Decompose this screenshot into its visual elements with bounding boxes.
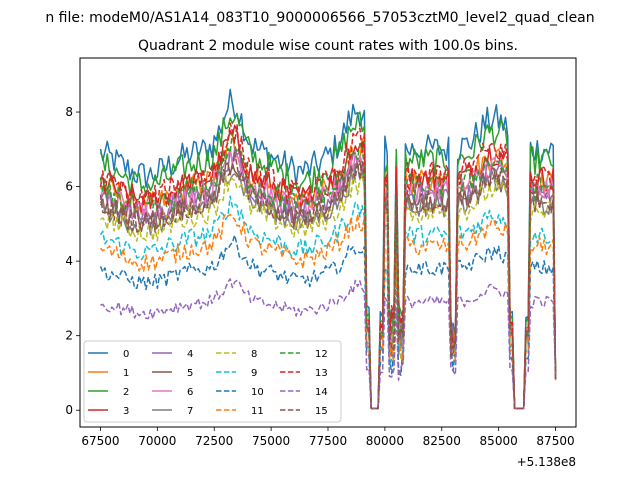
legend-label-5: 5 — [187, 368, 193, 379]
legend-label-0: 0 — [123, 349, 129, 360]
chart-suptitle: n file: modeM0/AS1A14_083T10_9000006566_… — [45, 10, 594, 26]
legend-label-8: 8 — [251, 349, 257, 360]
legend-label-7: 7 — [187, 406, 193, 417]
x-offset-label: +5.138e8 — [517, 455, 576, 469]
legend-label-4: 4 — [187, 349, 193, 360]
x-tick-label: 72500 — [195, 434, 233, 448]
legend-label-15: 15 — [315, 406, 328, 417]
x-tick-label: 80000 — [366, 434, 404, 448]
series-line-14 — [100, 278, 557, 410]
x-tick-label: 75000 — [252, 434, 290, 448]
legend-frame — [83, 340, 342, 423]
series-line-2 — [99, 111, 557, 410]
legend-label-13: 13 — [315, 368, 328, 379]
chart-title: Quadrant 2 module wise count rates with … — [138, 38, 518, 54]
x-tick-label: 70000 — [138, 434, 176, 448]
series-line-15 — [99, 151, 557, 410]
x-tick-label: 85000 — [480, 434, 518, 448]
y-axis: 0 2 4 6 8 — [65, 105, 80, 417]
series-line-6 — [99, 148, 557, 410]
legend-label-9: 9 — [251, 368, 257, 379]
legend-label-2: 2 — [123, 387, 129, 398]
legend-label-3: 3 — [123, 406, 129, 417]
y-tick-label: 6 — [65, 180, 73, 194]
legend-label-10: 10 — [251, 387, 264, 398]
legend-label-1: 1 — [123, 368, 129, 379]
legend-label-14: 14 — [315, 387, 328, 398]
legend-label-6: 6 — [187, 387, 193, 398]
series-line-10 — [99, 234, 557, 410]
y-tick-label: 4 — [65, 254, 73, 268]
series-line-13 — [99, 122, 557, 410]
y-tick-label: 0 — [65, 403, 73, 417]
y-tick-label: 2 — [65, 329, 73, 343]
x-tick-label: 82500 — [423, 434, 461, 448]
legend-label-12: 12 — [315, 349, 328, 360]
series-lines — [99, 88, 557, 410]
x-tick-label: 87500 — [536, 434, 574, 448]
x-axis: 67500 70000 72500 75000 77500 80000 82500 85000… — [81, 427, 575, 448]
legend-label-11: 11 — [251, 406, 264, 417]
y-tick-label: 8 — [65, 105, 73, 119]
x-tick-label: 77500 — [309, 434, 347, 448]
x-tick-label: 67500 — [81, 434, 119, 448]
